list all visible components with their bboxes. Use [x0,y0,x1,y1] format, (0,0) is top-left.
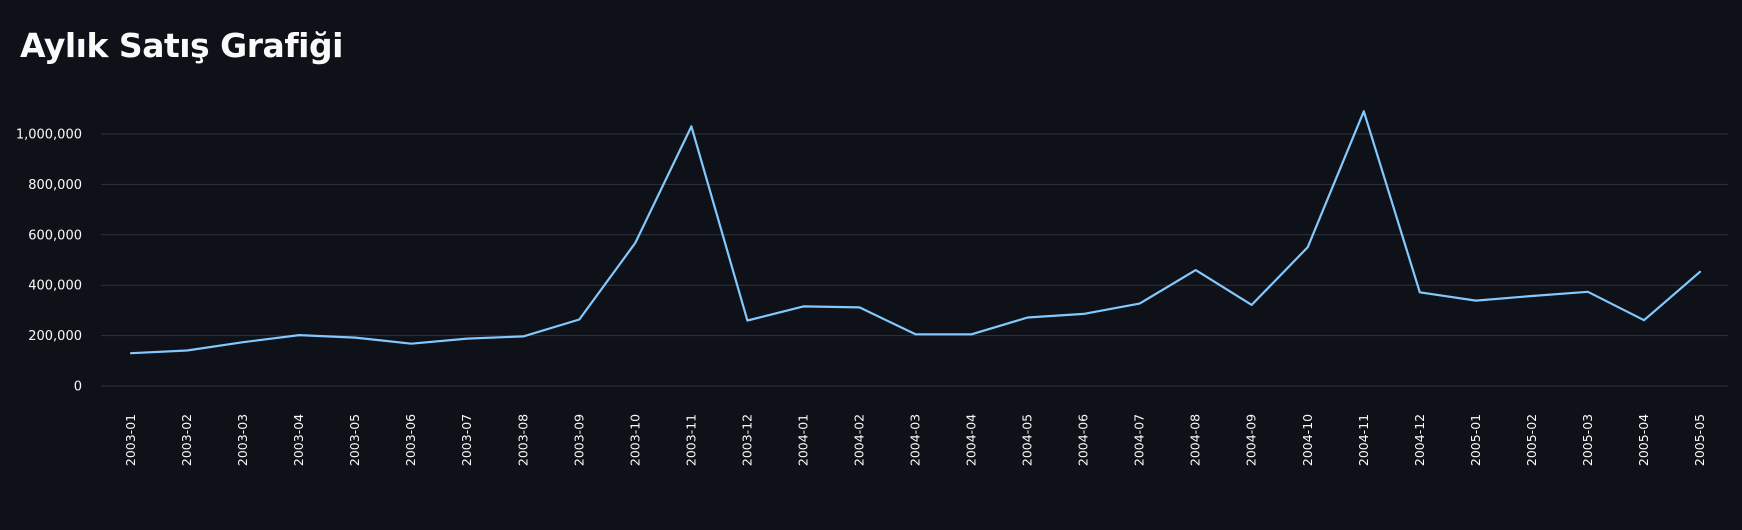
x-tick-label: 2005-04 [1636,414,1651,466]
data-point[interactable] [632,240,638,246]
data-point[interactable] [913,331,919,337]
data-point[interactable] [1249,302,1255,308]
data-point[interactable] [744,317,750,323]
series-layer [128,108,1703,356]
page-title: Aylık Satış Grafiği [20,26,343,65]
x-tick-label: 2005-02 [1524,414,1539,466]
data-point[interactable] [800,303,806,309]
x-tick-label: 2005-03 [1580,414,1595,466]
x-tick-label: 2003-09 [571,414,586,466]
x-tick-label: 2004-11 [1356,414,1371,466]
x-tick-label: 2003-03 [235,414,250,466]
x-tick-label: 2003-05 [347,414,362,466]
data-point[interactable] [128,350,134,356]
x-tick-label: 2003-11 [683,414,698,466]
x-tick-label: 2004-06 [1076,414,1091,466]
x-axis-tick-labels: 2003-01 2003-02 2003-03 2003-04 2003-05 2003-… [123,414,1707,466]
data-point[interactable] [576,316,582,322]
x-tick-label: 2004-08 [1188,414,1203,466]
x-tick-label: 2003-06 [403,414,418,466]
data-point[interactable] [1473,298,1479,304]
x-tick-label: 2005-01 [1468,414,1483,466]
x-tick-label: 2004-09 [1244,414,1259,466]
x-tick-label: 2003-01 [123,414,138,466]
data-point[interactable] [969,331,975,337]
data-point[interactable] [352,335,358,341]
x-tick-label: 2004-12 [1412,414,1427,466]
x-tick-label: 2003-10 [627,414,642,466]
y-tick-label: 1,000,000 [16,128,82,143]
x-tick-label: 2003-04 [291,414,306,466]
x-tick-label: 2004-01 [795,414,810,466]
y-tick-label: 800,000 [28,178,82,193]
series-line [129,110,1702,355]
y-tick-label: 200,000 [28,329,82,344]
data-point[interactable] [1025,314,1031,320]
x-tick-label: 2003-12 [739,414,754,466]
data-point[interactable] [464,336,470,342]
data-point[interactable] [1081,311,1087,317]
data-point[interactable] [688,123,694,129]
data-point[interactable] [1193,267,1199,273]
x-tick-label: 2003-08 [515,414,530,466]
data-point[interactable] [1697,269,1703,275]
data-point[interactable] [1585,289,1591,295]
x-tick-label: 2003-02 [179,414,194,466]
data-point[interactable] [1417,289,1423,295]
x-tick-label: 2005-05 [1692,414,1707,466]
data-point[interactable] [520,333,526,339]
data-point[interactable] [856,304,862,310]
y-tick-label: 600,000 [28,228,82,243]
data-point[interactable] [184,347,190,353]
y-tick-label: 0 [74,380,82,395]
data-point[interactable] [1529,293,1535,299]
grid-lines [101,133,1728,387]
data-point[interactable] [1361,108,1367,114]
data-point[interactable] [240,339,246,345]
x-tick-label: 2003-07 [459,414,474,466]
y-tick-label: 400,000 [28,279,82,294]
x-tick-label: 2004-02 [851,414,866,466]
data-point[interactable] [1305,244,1311,250]
data-point[interactable] [296,332,302,338]
x-tick-label: 2004-07 [1132,414,1147,466]
y-axis-tick-labels: 0 200,000 400,000 600,000 800,000 1,000,000 [16,128,82,395]
x-tick-label: 2004-03 [908,414,923,466]
data-point[interactable] [1641,317,1647,323]
x-tick-label: 2004-04 [964,414,979,466]
data-point[interactable] [1137,301,1143,307]
x-tick-label: 2004-05 [1020,414,1035,466]
data-point[interactable] [408,341,414,347]
x-tick-label: 2004-10 [1300,414,1315,466]
